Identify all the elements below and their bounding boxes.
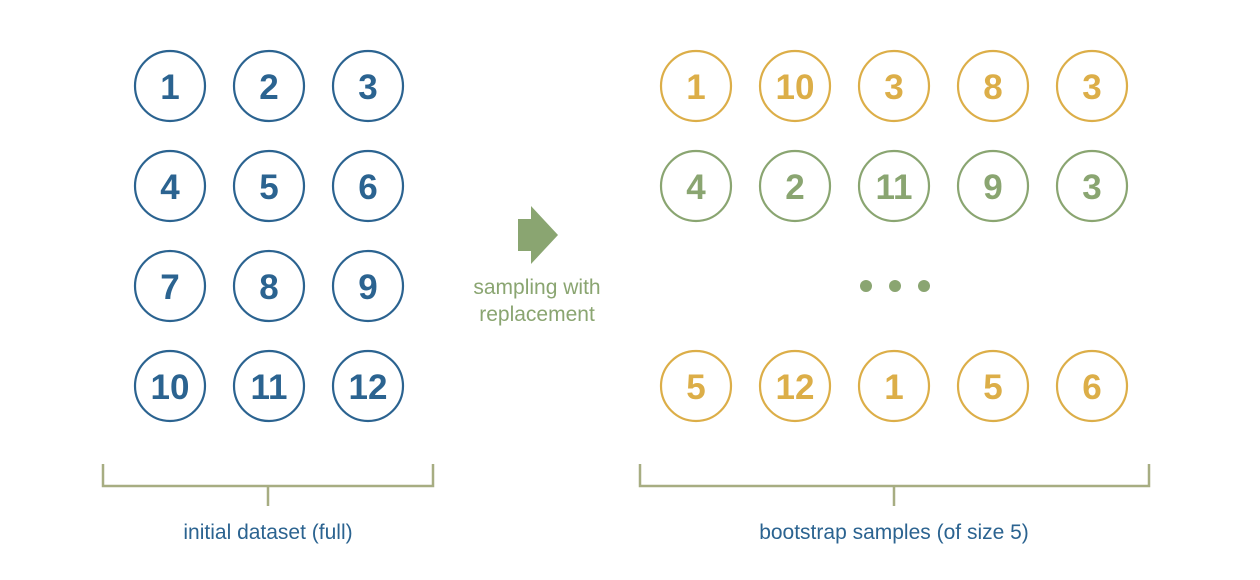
ball-outline [758,49,832,123]
number-ball: 8 [956,49,1030,123]
ball-number: 3 [884,68,903,107]
ball-number: 8 [983,68,1002,107]
ellipsis-dot [860,280,872,292]
number-ball: 9 [331,249,405,323]
number-ball: 3 [1055,49,1129,123]
ball-number: 3 [1082,168,1101,207]
number-ball: 5 [956,349,1030,423]
initial-dataset-caption: initial dataset (full) [183,521,352,544]
number-ball: 12 [758,349,832,423]
ball-outline [232,349,306,423]
number-ball: 10 [133,349,207,423]
ball-number: 8 [259,268,278,307]
ball-number: 6 [358,168,377,207]
number-ball: 3 [857,49,931,123]
ellipsis-icon [860,280,930,292]
bootstrap-samples-caption: bootstrap samples (of size 5) [759,521,1029,544]
ball-outline [857,149,931,223]
ball-number: 1 [884,368,903,407]
number-ball: 3 [331,49,405,123]
ball-outline [758,349,832,423]
ball-number: 9 [983,168,1002,207]
number-ball: 1 [659,49,733,123]
bootstrap-samples-bracket [638,464,1151,506]
ball-outline [956,349,1030,423]
number-ball: 11 [232,349,306,423]
number-ball: 6 [1055,349,1129,423]
number-ball: 7 [133,249,207,323]
ball-outline [1055,149,1129,223]
number-ball: 12 [331,349,405,423]
ball-outline [857,349,931,423]
ball-number: 4 [686,168,706,207]
ball-outline [1055,49,1129,123]
ball-outline [956,49,1030,123]
ball-number: 10 [151,368,190,407]
ball-outline [1055,349,1129,423]
ball-outline [133,349,207,423]
ball-outline [331,349,405,423]
ball-number: 6 [1082,368,1101,407]
number-ball: 9 [956,149,1030,223]
initial-dataset-bracket [101,464,435,506]
ball-outline [331,249,405,323]
ball-number: 5 [983,368,1002,407]
initial-dataset-grid: 1 2 34 5 67 8 910 11 12 [133,49,405,423]
right-arrow-icon [518,206,558,264]
ball-number: 3 [358,68,377,107]
ball-outline [133,249,207,323]
ball-outline [956,149,1030,223]
ball-outline [133,149,207,223]
number-ball: 1 [857,349,931,423]
ball-number: 10 [776,68,815,107]
ball-outline [232,249,306,323]
ball-number: 7 [160,268,179,307]
number-ball: 11 [857,149,931,223]
ball-outline [659,349,733,423]
ball-number: 11 [251,368,288,407]
ball-outline [232,149,306,223]
bootstrap-samples-grid: 1 10 3 8 3 4 2 11 9 3 5 12 1 5 6 [659,49,1129,423]
arrow-label-line2: replacement [479,303,595,326]
ball-number: 5 [259,168,278,207]
number-ball: 8 [232,249,306,323]
ball-outline [232,49,306,123]
number-ball: 5 [659,349,733,423]
number-ball: 2 [232,49,306,123]
ball-outline [659,49,733,123]
ball-number: 1 [686,68,705,107]
ball-number: 4 [160,168,180,207]
number-ball: 5 [232,149,306,223]
ball-number: 12 [349,368,388,407]
number-ball: 3 [1055,149,1129,223]
ball-number: 2 [785,168,804,207]
ellipsis-dot [889,280,901,292]
ball-number: 9 [358,268,377,307]
ball-outline [331,49,405,123]
ball-outline [758,149,832,223]
ball-outline [331,149,405,223]
ball-outline [133,49,207,123]
ellipsis-dot [918,280,930,292]
number-ball: 2 [758,149,832,223]
ball-number: 2 [259,68,278,107]
number-ball: 4 [659,149,733,223]
ball-number: 12 [776,368,815,407]
ball-outline [659,149,733,223]
ball-number: 11 [876,168,913,207]
ball-outline [857,49,931,123]
arrow-label-line1: sampling with [473,276,600,299]
sampling-arrow: sampling with replacement [473,206,601,326]
ball-number: 5 [686,368,705,407]
number-ball: 4 [133,149,207,223]
ball-number: 1 [160,68,179,107]
ball-number: 3 [1082,68,1101,107]
number-ball: 1 [133,49,207,123]
number-ball: 6 [331,149,405,223]
number-ball: 10 [758,49,832,123]
